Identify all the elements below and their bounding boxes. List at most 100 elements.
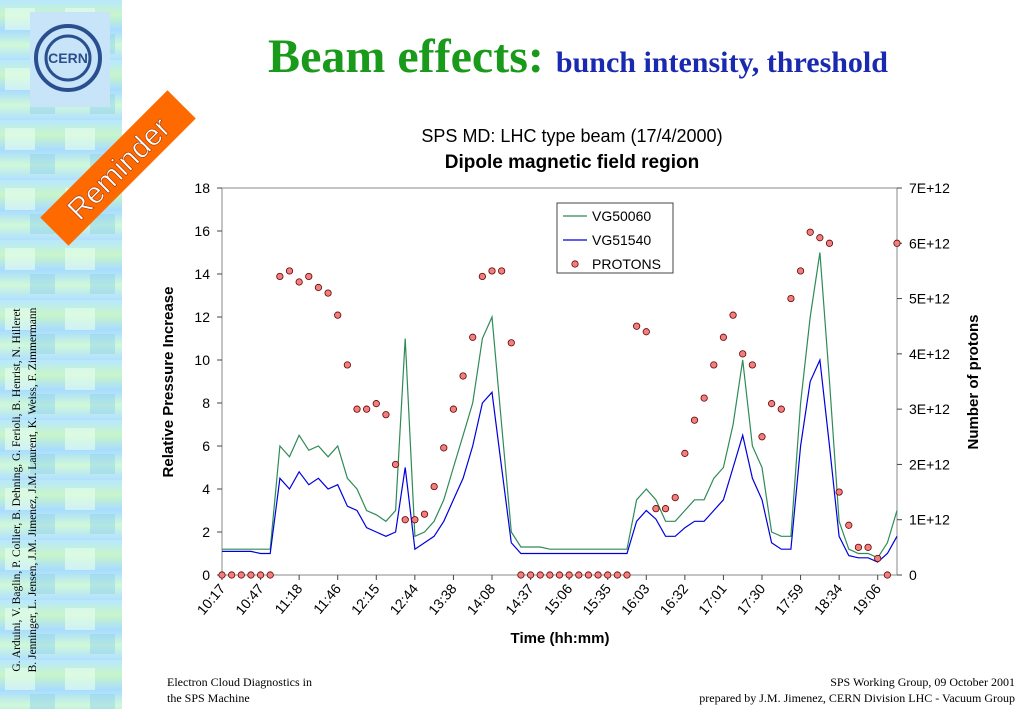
proton-marker bbox=[575, 571, 583, 579]
proton-marker bbox=[353, 405, 361, 413]
proton-marker bbox=[729, 311, 737, 319]
x-tick-label: 16:32 bbox=[656, 580, 691, 617]
proton-marker bbox=[305, 272, 313, 281]
proton-marker bbox=[633, 322, 641, 330]
proton-marker bbox=[787, 294, 795, 303]
proton-marker bbox=[671, 493, 679, 502]
proton-marker bbox=[796, 267, 805, 275]
proton-marker bbox=[488, 267, 496, 275]
proton-marker bbox=[536, 571, 544, 579]
proton-marker bbox=[719, 333, 728, 341]
proton-marker bbox=[652, 505, 660, 513]
y-tick-label: 16 bbox=[194, 223, 210, 239]
proton-marker bbox=[459, 372, 467, 380]
proton-marker bbox=[555, 571, 564, 579]
proton-marker bbox=[893, 239, 901, 247]
x-tick-label: 10:47 bbox=[232, 580, 267, 617]
proton-marker bbox=[382, 411, 390, 419]
x-tick-label: 17:01 bbox=[695, 580, 730, 617]
y-axis-title: Relative Pressure Increase bbox=[160, 287, 177, 478]
proton-marker bbox=[825, 239, 834, 247]
y2-tick-label: 7E+12 bbox=[909, 180, 950, 196]
proton-marker bbox=[690, 416, 699, 424]
x-tick-label: 12:44 bbox=[386, 580, 421, 617]
y2-tick-label: 6E+12 bbox=[909, 235, 950, 251]
x-tick-label: 18:34 bbox=[811, 580, 846, 617]
legend-label: VG50060 bbox=[592, 208, 651, 224]
legend: VG50060 VG51540 PROTONS bbox=[556, 202, 674, 274]
proton-marker bbox=[314, 283, 323, 292]
proton-marker bbox=[343, 361, 351, 369]
proton-marker bbox=[739, 350, 747, 358]
legend-label: PROTONS bbox=[592, 256, 661, 272]
logo-text: CERN bbox=[48, 50, 88, 66]
y2-tick-label: 1E+12 bbox=[909, 512, 950, 528]
proton-marker bbox=[334, 311, 342, 319]
proton-marker bbox=[256, 571, 265, 579]
y-tick-label: 6 bbox=[202, 438, 210, 454]
footer-left: the SPS Machine bbox=[167, 691, 250, 705]
proton-marker bbox=[430, 482, 438, 491]
proton-marker bbox=[440, 444, 448, 452]
proton-marker bbox=[594, 571, 602, 579]
proton-marker bbox=[546, 571, 554, 579]
proton-marker bbox=[218, 571, 226, 579]
y2-tick-label: 0 bbox=[909, 567, 917, 583]
x-tick-label: 11:46 bbox=[310, 580, 344, 616]
proton-marker bbox=[449, 405, 458, 413]
proton-marker bbox=[700, 394, 708, 402]
proton-marker bbox=[391, 460, 400, 469]
x-axis-title: Time (hh:mm) bbox=[511, 630, 610, 647]
proton-marker bbox=[276, 272, 284, 281]
proton-marker bbox=[758, 433, 766, 441]
footer-right: SPS Working Group, 09 October 2001 bbox=[830, 675, 1015, 689]
y-tick-label: 0 bbox=[202, 567, 210, 583]
proton-marker bbox=[478, 272, 486, 281]
proton-marker bbox=[768, 400, 776, 408]
proton-marker bbox=[806, 228, 814, 236]
proton-marker bbox=[584, 571, 593, 579]
x-tick-label: 13:38 bbox=[425, 580, 460, 617]
x-tick-label: 19:06 bbox=[849, 580, 884, 617]
footer-left: Electron Cloud Diagnostics in bbox=[167, 675, 312, 689]
title-sub: bunch intensity, threshold bbox=[556, 46, 888, 79]
y2-tick-label: 2E+12 bbox=[909, 456, 950, 472]
proton-marker bbox=[845, 521, 853, 529]
series-line bbox=[222, 357, 898, 563]
proton-marker bbox=[285, 267, 294, 275]
proton-marker bbox=[681, 449, 689, 457]
y-tick-label: 8 bbox=[202, 395, 210, 411]
proton-marker bbox=[372, 400, 380, 408]
y-tick-label: 12 bbox=[194, 309, 210, 325]
proton-marker bbox=[854, 543, 863, 551]
proton-marker bbox=[324, 289, 332, 297]
slide-title: Beam effects: bunch intensity, threshold bbox=[268, 30, 888, 83]
y2-axis-title: Number of protons bbox=[965, 315, 982, 450]
proton-marker bbox=[507, 339, 515, 347]
proton-marker bbox=[777, 405, 785, 413]
proton-marker bbox=[517, 571, 525, 579]
proton-marker bbox=[613, 571, 621, 579]
x-tick-label: 17:30 bbox=[734, 580, 769, 617]
proton-marker bbox=[623, 571, 631, 579]
proton-marker bbox=[710, 361, 718, 369]
series-line bbox=[222, 252, 898, 559]
legend-marker bbox=[571, 260, 579, 268]
proton-marker bbox=[565, 571, 573, 579]
credits: G. Arduini, V. Baglin, P. Collier, B. De… bbox=[11, 308, 23, 672]
x-tick-label: 15:06 bbox=[541, 580, 576, 617]
chart-title: SPS MD: LHC type beam (17/4/2000) bbox=[421, 126, 722, 146]
proton-marker bbox=[835, 488, 843, 496]
proton-marker bbox=[816, 234, 824, 242]
proton-marker bbox=[363, 405, 371, 413]
y-tick-label: 10 bbox=[194, 352, 210, 368]
proton-marker bbox=[469, 333, 477, 341]
sidebar bbox=[0, 0, 122, 709]
legend-label: VG51540 bbox=[592, 232, 651, 248]
proton-marker bbox=[642, 328, 650, 336]
x-tick-label: 11:18 bbox=[271, 580, 305, 616]
credits: B. Jenninger, L. Jensen, J.M. Jimenez, J… bbox=[27, 307, 39, 672]
proton-marker bbox=[874, 554, 882, 563]
proton-marker bbox=[420, 510, 429, 518]
